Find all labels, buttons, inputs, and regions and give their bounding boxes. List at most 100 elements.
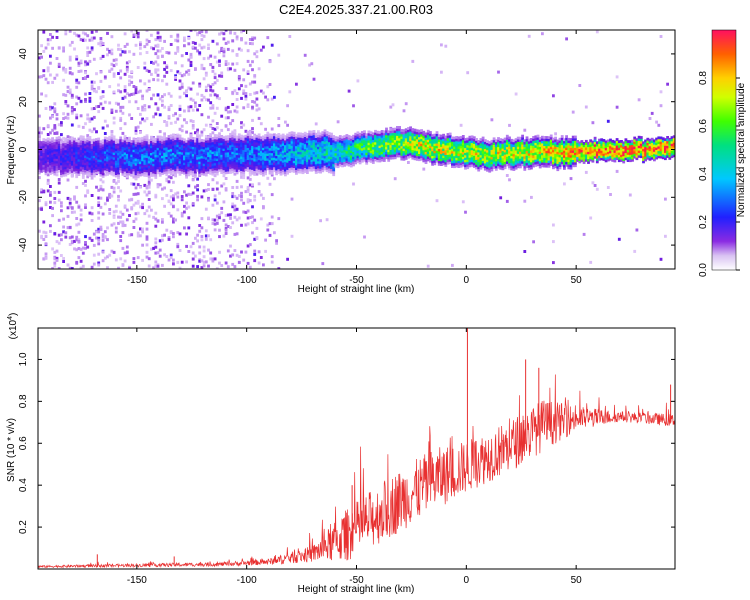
spectrogram-noise-cell	[224, 228, 228, 232]
spectrogram-noise-cell	[86, 62, 90, 66]
spectrogram-band-cell	[290, 138, 294, 142]
spectrogram-noise-cell	[244, 223, 248, 227]
spectrogram-band-cell	[273, 135, 276, 139]
spectrogram-band-cell	[431, 139, 434, 142]
spectrogram-band-cell	[442, 143, 445, 147]
spectrogram-band-cell	[242, 159, 246, 163]
spectrogram-band-cell	[143, 162, 147, 165]
spectrogram-noise-cell	[466, 71, 470, 75]
spectrogram-band-cell	[255, 161, 259, 164]
spectrogram-noise-cell	[70, 109, 74, 113]
spectrogram-band-cell	[437, 141, 441, 145]
spectrogram-noise-cell	[189, 119, 193, 123]
spectrogram-band-cell	[468, 157, 472, 161]
spectrogram-noise-cell	[178, 87, 182, 91]
spectrogram-band-cell	[338, 142, 342, 146]
spectrogram-band-cell	[246, 135, 250, 139]
spectrogram-band-cell	[110, 134, 114, 138]
spectrogram-noise-cell	[180, 85, 184, 89]
spectrogram-band-cell	[38, 159, 41, 163]
spectrogram-noise-cell	[44, 77, 48, 81]
spectrogram-band-cell	[407, 136, 410, 140]
spectrogram-band-cell	[51, 161, 54, 165]
spectrogram-band-cell	[110, 163, 114, 166]
spectrogram-band-cell	[257, 154, 261, 158]
spectrogram-band-cell	[453, 146, 456, 149]
spectrogram-band-cell	[117, 152, 120, 156]
spectrogram-band-cell	[442, 138, 445, 142]
spectrogram-noise-cell	[156, 93, 160, 97]
spectrogram-band-cell	[472, 141, 476, 144]
spectrogram-band-cell	[209, 152, 213, 155]
spectrogram-band-cell	[68, 149, 72, 153]
spectrogram-band-cell	[231, 139, 235, 143]
spectrogram-band-cell	[341, 135, 344, 139]
spectrogram-band-cell	[88, 145, 92, 149]
spectrogram-band-cell	[418, 158, 421, 162]
spectrogram-band-cell	[286, 143, 289, 146]
spectrogram-noise-cell	[248, 93, 252, 96]
spectrogram-band-cell	[290, 143, 294, 146]
spectrogram-band-cell	[145, 162, 149, 166]
spectrogram-noise-cell	[55, 258, 59, 262]
spectrogram-band-cell	[349, 159, 353, 163]
spectrogram-noise-cell	[253, 36, 257, 40]
spectrogram-band-cell	[209, 147, 213, 151]
spectrogram-noise-cell	[145, 221, 149, 225]
spectrogram-noise-cell	[62, 112, 65, 116]
spectrogram-band-cell	[367, 147, 371, 150]
spectrogram-band-cell	[81, 154, 85, 158]
spectrogram-band-cell	[136, 170, 140, 174]
spectrogram-band-cell	[240, 172, 243, 176]
spectrogram-noise-cell	[57, 190, 61, 194]
spectrogram-noise-cell	[233, 194, 237, 198]
spectrogram-noise-cell	[198, 134, 202, 138]
spectrogram-noise-cell	[90, 117, 94, 121]
spectrogram-band-cell	[396, 140, 399, 144]
spectrogram-noise-cell	[180, 124, 184, 128]
spectrogram-noise-cell	[75, 102, 79, 106]
spectrogram-band-cell	[66, 172, 70, 176]
spectrogram-noise-cell	[97, 230, 101, 234]
spectrogram-band-cell	[446, 161, 450, 165]
spectrogram-band-cell	[404, 128, 408, 132]
spectrogram-noise-cell	[218, 235, 221, 239]
spectrogram-noise-cell	[220, 184, 224, 188]
spectrogram-band-cell	[110, 170, 114, 174]
spectrogram-noise-cell	[145, 237, 149, 241]
spectrogram-noise-cell	[64, 30, 68, 32]
spectrogram-band-cell	[244, 142, 248, 145]
spectrogram-band-cell	[66, 141, 70, 144]
spectrogram-band-cell	[143, 169, 147, 172]
spectrogram-noise-cell	[242, 78, 246, 82]
spectrogram-band-cell	[84, 143, 87, 147]
spectrogram-noise-cell	[51, 214, 54, 218]
spectrogram-noise-cell	[198, 245, 202, 249]
spectrogram-band-cell	[92, 143, 96, 147]
spectrogram-noise-cell	[70, 240, 74, 244]
spectrogram-band-cell	[277, 137, 281, 141]
spectrogram-noise-cell	[169, 34, 173, 38]
spectrogram-band-cell	[259, 136, 263, 140]
spectrogram-noise-cell	[204, 71, 208, 75]
spectrogram-band-cell	[235, 169, 239, 172]
spectrogram-band-cell	[132, 163, 136, 167]
spectrogram-noise-cell	[88, 236, 92, 240]
spectrogram-band-cell	[466, 140, 470, 143]
spectrogram-band-cell	[64, 164, 68, 167]
spectrogram-band-cell	[156, 161, 160, 165]
spectrogram-band-cell	[79, 163, 83, 167]
spectrogram-band-cell	[55, 170, 59, 174]
spectrogram-band-cell	[198, 173, 202, 177]
spectrogram-noise-cell	[242, 91, 246, 95]
spectrogram-band-cell	[343, 135, 347, 138]
spectrogram-band-cell	[457, 141, 461, 145]
spectrogram-band-cell	[172, 159, 175, 163]
spectrogram-band-cell	[220, 166, 224, 170]
spectrogram-band-cell	[77, 154, 81, 157]
spectrogram-band-cell	[301, 168, 305, 172]
spectrogram-band-cell	[233, 150, 237, 153]
spectrogram-band-cell	[202, 172, 206, 176]
spectrogram-band-cell	[253, 173, 257, 176]
spectrogram-band-cell	[400, 152, 404, 156]
